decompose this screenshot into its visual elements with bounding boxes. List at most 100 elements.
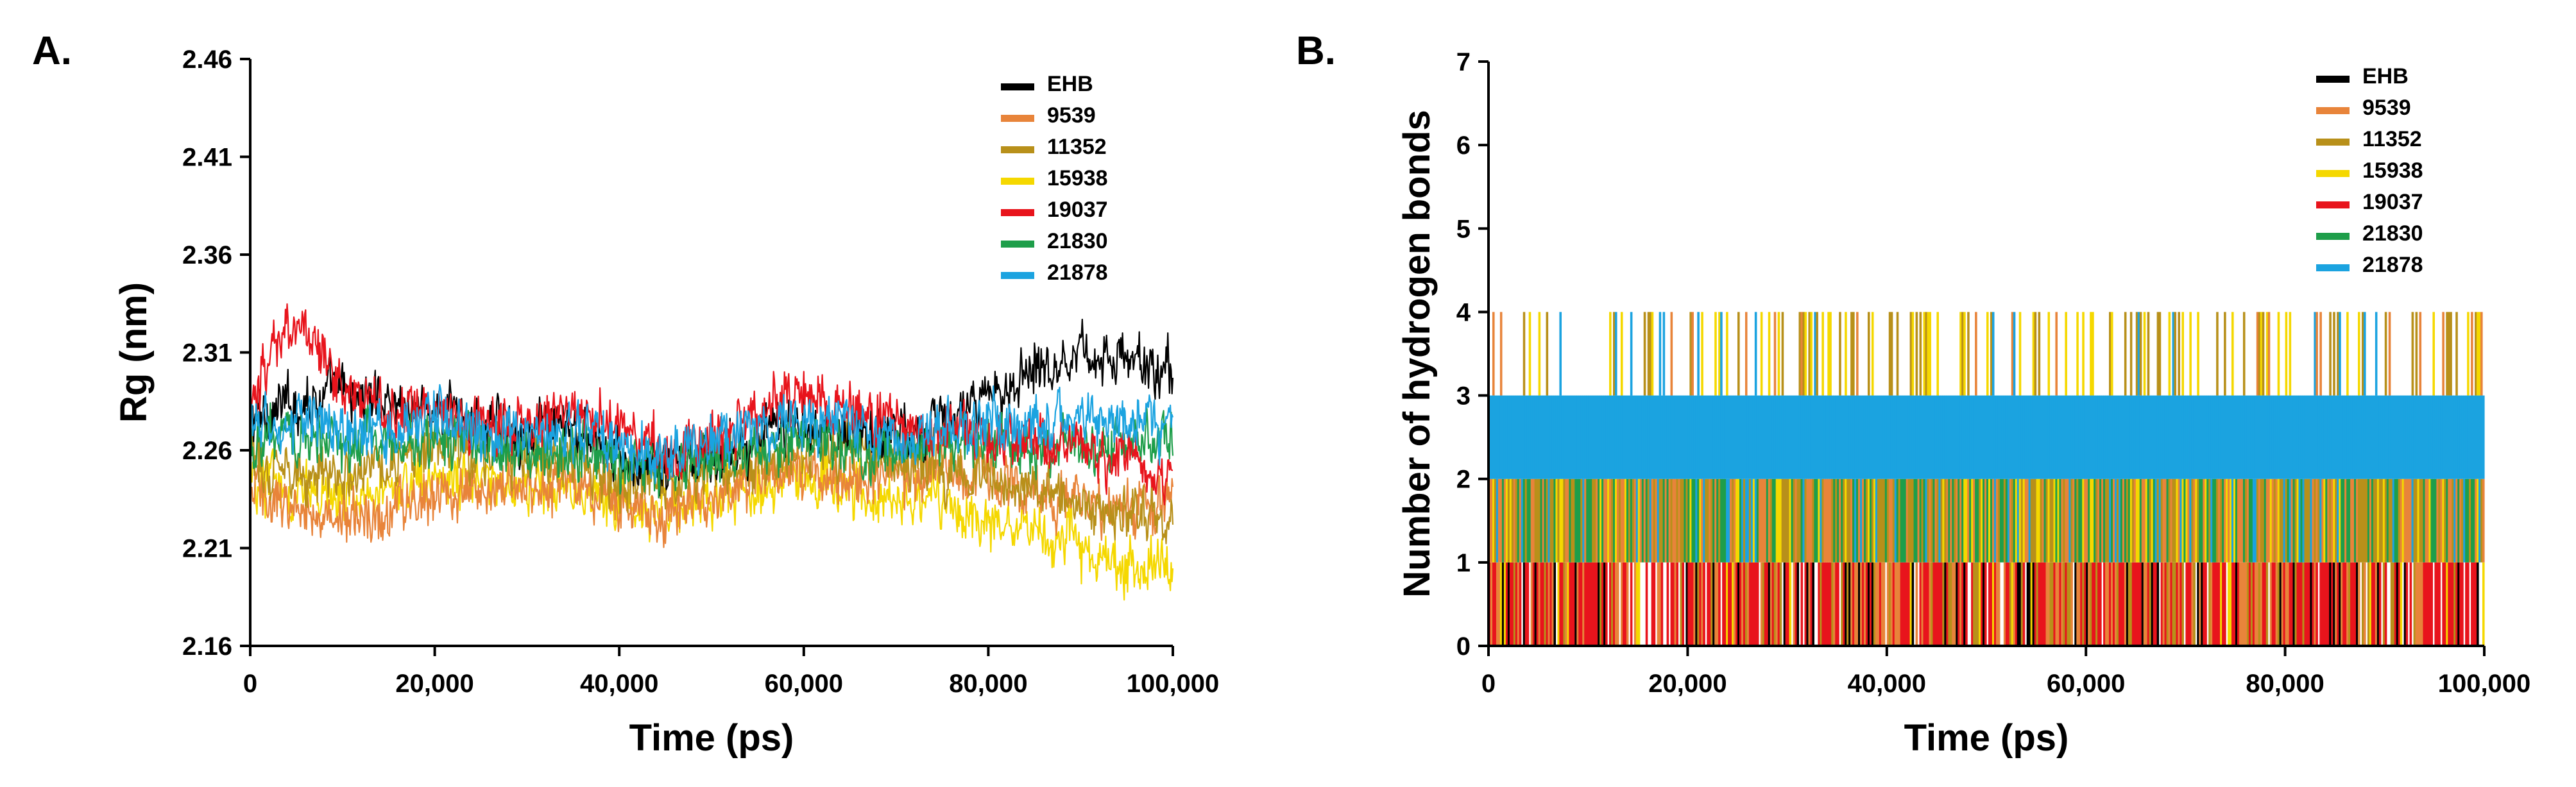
hbond-stripe-9539 xyxy=(1808,562,1811,646)
hbond-stripe-15938 xyxy=(1779,478,1782,563)
hbond-stripe-11352 xyxy=(1909,312,1913,396)
hbond-stripe-11352 xyxy=(2020,478,2024,563)
hbond-stripe-19037 xyxy=(1988,562,1991,646)
hbond-stripe-21830 xyxy=(2446,478,2448,563)
hbond-stripe-9539 xyxy=(2312,478,2314,563)
hbond-stripe-21878 xyxy=(2250,395,2253,479)
hbond-stripe-11352 xyxy=(1843,478,1845,563)
hbond-stripe-21878 xyxy=(2316,395,2318,479)
hbond-stripe-19037 xyxy=(1825,562,1828,646)
hbond-stripe-21878 xyxy=(2057,395,2060,479)
hbond-stripe-21830 xyxy=(1712,478,1715,563)
hbond-stripe-21878 xyxy=(2181,395,2185,479)
hbond-stripe-19037 xyxy=(1936,562,1939,646)
hbond-stripe-21878 xyxy=(2475,395,2477,479)
hbond-stripe-15938 xyxy=(2477,312,2479,396)
hbond-stripe-9539 xyxy=(1746,562,1750,646)
hbond-stripe-21878 xyxy=(2017,478,2020,563)
hbond-stripe-11352 xyxy=(1882,478,1886,563)
hbond-stripe-19037 xyxy=(1965,562,1968,646)
hbond-stripe-21878 xyxy=(2267,395,2271,479)
hbond-stripe-15938 xyxy=(1651,312,1654,396)
hbond-stripe-21878 xyxy=(2128,395,2131,479)
hbond-stripe-21878 xyxy=(1584,395,1587,479)
hbond-stripe-EHB xyxy=(2235,562,2238,646)
hbond-stripe-11352 xyxy=(2116,478,2119,563)
hbond-stripe-EHB xyxy=(1685,562,1688,646)
hbond-stripe-21878 xyxy=(1521,395,1524,479)
hbond-stripe-21878 xyxy=(1511,395,1514,479)
hbond-stripe-9539 xyxy=(1959,478,1962,563)
hbond-stripe-9539 xyxy=(2003,562,2006,646)
hbond-stripe-21878 xyxy=(1896,395,1899,479)
hbond-stripe-21878 xyxy=(1938,478,1941,563)
hbond-stripe-11352 xyxy=(1848,478,1851,563)
hbond-stripe-9539 xyxy=(1758,478,1761,563)
hbond-stripe-21830 xyxy=(1722,478,1725,563)
hbond-stripe-21830 xyxy=(2371,478,2374,563)
hbond-stripe-19037 xyxy=(1494,562,1497,646)
hbond-stripe-21878 xyxy=(1716,395,1719,479)
hbond-stripe-EHB xyxy=(2151,562,2154,646)
hbond-stripe-11352 xyxy=(2348,562,2351,646)
hbond-stripe-11352 xyxy=(2168,478,2171,563)
hbond-stripe-11352 xyxy=(2448,312,2450,396)
hbond-stripe-11352 xyxy=(1737,312,1740,396)
hbond-stripe-11352 xyxy=(2361,312,2364,396)
hbond-stripe-19037 xyxy=(1837,562,1839,646)
hbond-stripe-19037 xyxy=(1703,562,1705,646)
hbond-stripe-EHB xyxy=(1783,562,1786,646)
hbond-stripe-21878 xyxy=(1509,395,1512,479)
hbond-stripe-9539 xyxy=(1616,478,1619,563)
hbond-stripe-21878 xyxy=(1858,395,1861,479)
hbond-stripe-21878 xyxy=(1649,478,1652,563)
hbond-stripe-19037 xyxy=(1906,562,1909,646)
hbond-stripe-11352 xyxy=(1865,478,1868,563)
rg-legend-label: 15938 xyxy=(1047,166,1108,190)
hbond-stripe-11352 xyxy=(2032,478,2035,563)
hbond-stripe-11352 xyxy=(1748,478,1752,563)
hbond-stripe-21878 xyxy=(2231,395,2234,479)
hbond-stripe-21878 xyxy=(1609,395,1612,479)
hbond-stripe-21830 xyxy=(1588,478,1591,563)
hbond-stripe-21878 xyxy=(2074,395,2077,479)
hbond-stripe-15938 xyxy=(2289,312,2292,396)
hbond-stripe-21878 xyxy=(1835,395,1838,479)
hbond-stripe-21878 xyxy=(1919,395,1922,479)
hbond-stripe-21878 xyxy=(2191,395,2194,479)
hbond-stripe-21878 xyxy=(1911,395,1915,479)
hbond-stripe-15938 xyxy=(1963,478,1966,563)
hbond-stripe-19037 xyxy=(1754,562,1757,646)
hbond-stripe-21878 xyxy=(2358,395,2360,479)
hbond-stripe-9539 xyxy=(1576,562,1579,646)
hbond-stripe-9539 xyxy=(1657,562,1660,646)
hbond-stripe-21878 xyxy=(1728,478,1730,563)
hbond-stripe-21878 xyxy=(2323,395,2326,479)
hbond-stripe-21830 xyxy=(1528,478,1531,563)
hbond-stripe-19037 xyxy=(1940,562,1943,646)
hbond-stripe-19037 xyxy=(1519,562,1522,646)
hbond-stripe-21878 xyxy=(1559,395,1562,479)
hbond-stripe-9539 xyxy=(2193,478,2196,563)
hbond-stripe-21878 xyxy=(2341,395,2343,479)
hbond-stripe-21878 xyxy=(2419,395,2422,479)
hbond-stripe-21878 xyxy=(1766,395,1769,479)
hbond-stripe-21878 xyxy=(1734,395,1736,479)
hbond-stripe-21878 xyxy=(2375,312,2378,396)
hbond-stripe-21878 xyxy=(1592,395,1594,479)
hbond-legend-swatch xyxy=(2316,170,2350,177)
hbond-stripe-11352 xyxy=(2413,478,2416,563)
hbond-stripe-9539 xyxy=(2419,312,2422,396)
hbond-stripe-21878 xyxy=(2361,395,2364,479)
hbond-stripe-21878 xyxy=(2432,395,2435,479)
hbond-stripe-21830 xyxy=(1739,478,1742,563)
hbond-stripe-21878 xyxy=(1705,395,1707,479)
hbond-stripe-21878 xyxy=(1574,395,1577,479)
hbond-stripe-21878 xyxy=(1800,395,1804,479)
hbond-stripe-21878 xyxy=(2055,395,2058,479)
hbond-stripe-11352 xyxy=(1890,312,1893,396)
hbond-stripe-9539 xyxy=(1616,562,1619,646)
hbond-stripe-21878 xyxy=(1703,395,1705,479)
hbond-stripe-21878 xyxy=(2009,395,2012,479)
